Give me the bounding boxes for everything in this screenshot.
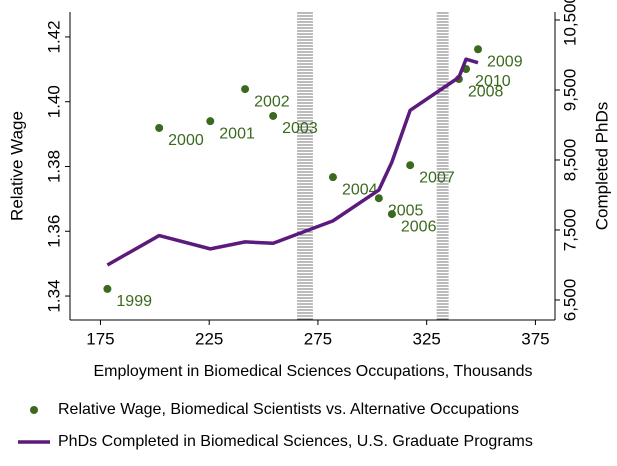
point <box>387 210 396 219</box>
y-tick-label: 1.40 <box>44 85 63 118</box>
shaded-band <box>436 12 449 320</box>
y2-tick-label: 9,500 <box>560 69 579 112</box>
point-label: 2009 <box>487 53 523 70</box>
point <box>269 111 278 120</box>
point-label: 2002 <box>254 93 290 110</box>
y2-tick-label: 8,500 <box>560 139 579 182</box>
x-tick-label: 275 <box>304 329 332 348</box>
legend-label: Relative Wage, Biomedical Scientists vs.… <box>58 401 519 418</box>
point-label: 2003 <box>282 120 318 137</box>
y2-axis-title: Completed PhDs <box>592 102 611 231</box>
point-label: 2000 <box>168 132 204 149</box>
y-tick-label: 1.42 <box>44 20 63 53</box>
x-tick-label: 225 <box>195 329 223 348</box>
point <box>103 284 112 293</box>
y2-tick-label: 6,500 <box>560 279 579 322</box>
point <box>206 117 215 126</box>
line-series <box>106 57 479 267</box>
point <box>328 173 337 182</box>
y-tick-label: 1.36 <box>44 215 63 248</box>
point-label: 2004 <box>342 181 378 198</box>
point-label: 1999 <box>116 293 152 310</box>
point-label: 2006 <box>401 218 437 235</box>
legend-marker <box>30 406 38 414</box>
y-tick-label: 1.38 <box>44 150 63 183</box>
y-axis-title: Relative Wage <box>7 111 26 221</box>
point-label: 2001 <box>219 125 255 142</box>
point-label: 2005 <box>388 202 424 219</box>
x-axis-title: Employment in Biomedical Sciences Occupa… <box>93 363 532 380</box>
point <box>406 161 415 170</box>
y2-tick-label: 10,500 <box>560 0 579 46</box>
point <box>474 45 483 54</box>
x-tick-label: 325 <box>412 329 440 348</box>
point <box>241 85 250 94</box>
point-label: 2008 <box>468 83 504 100</box>
x-tick-label: 375 <box>521 329 549 348</box>
point <box>155 123 164 132</box>
y2-tick-label: 7,500 <box>560 209 579 252</box>
legend-label: PhDs Completed in Biomedical Sciences, U… <box>58 433 533 450</box>
point-label: 2007 <box>419 169 455 186</box>
y-tick-label: 1.34 <box>44 279 63 312</box>
shaded-band <box>297 12 313 320</box>
x-tick-label: 175 <box>86 329 114 348</box>
point <box>374 194 383 203</box>
point-label: 2010 <box>475 73 511 90</box>
